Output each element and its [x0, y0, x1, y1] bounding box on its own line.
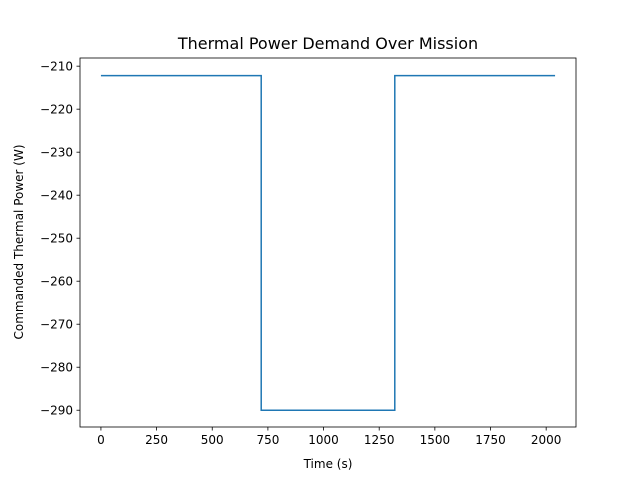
x-tick-label: 2000 [531, 433, 562, 447]
chart-title: Thermal Power Demand Over Mission [177, 34, 478, 53]
x-tick-label: 1250 [364, 433, 395, 447]
y-tick-label: −250 [40, 232, 73, 246]
x-tick-label: 250 [145, 433, 168, 447]
y-tick-label: −230 [40, 146, 73, 160]
x-axis-label: Time (s) [303, 457, 353, 471]
x-tick-label: 1000 [308, 433, 339, 447]
x-tick-label: 1750 [475, 433, 506, 447]
x-tick-label: 1500 [420, 433, 451, 447]
x-tick-label: 0 [97, 433, 105, 447]
y-tick-label: −210 [40, 60, 73, 74]
y-tick-label: −290 [40, 404, 73, 418]
x-tick-label: 750 [256, 433, 279, 447]
y-tick-label: −220 [40, 103, 73, 117]
x-tick-label: 500 [201, 433, 224, 447]
plot-area: 0 250 500 750 1000 1250 1500 1750 2000 −210 −220 −2… [40, 57, 577, 447]
y-tick-label: −270 [40, 318, 73, 332]
y-tick-label: −240 [40, 189, 73, 203]
y-tick-label: −280 [40, 361, 73, 375]
y-tick-label: −260 [40, 275, 73, 289]
axes-frame [79, 57, 577, 428]
series-line-0 [100, 74, 556, 411]
y-axis-label: Commanded Thermal Power (W) [12, 144, 26, 339]
